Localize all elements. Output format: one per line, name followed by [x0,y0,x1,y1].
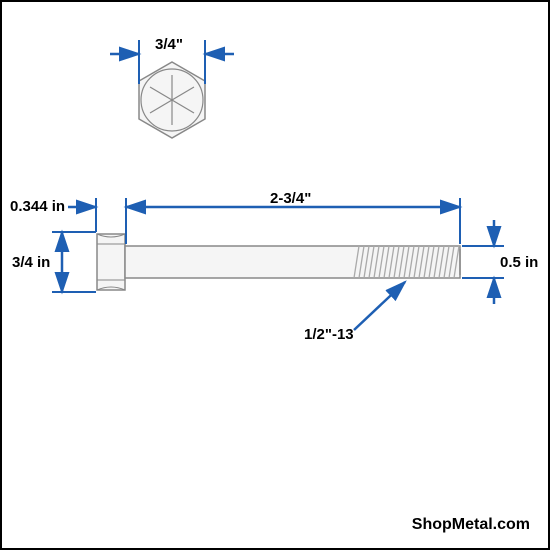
label-head-height: 3/4 in [12,254,50,271]
dim-head-height [52,232,96,292]
label-thread-spec: 1/2"-13 [304,326,354,343]
hex-top-view [139,62,205,138]
label-thread-diameter: 0.5 in [500,254,538,271]
bolt-side-view [97,234,460,290]
diagram-container: 3/4" 0.344 in 3/4 in 2-3/4" 0.5 in 1/2"-… [0,0,550,550]
callout-thread-spec [354,282,405,330]
label-head-thickness: 0.344 in [10,198,65,215]
label-shank-length: 2-3/4" [270,190,311,207]
dim-thread-diameter [462,220,504,304]
diagram-svg [2,2,548,548]
label-hex-width: 3/4" [155,36,183,53]
dim-head-thickness [68,198,96,232]
watermark: ShopMetal.com [412,516,530,534]
